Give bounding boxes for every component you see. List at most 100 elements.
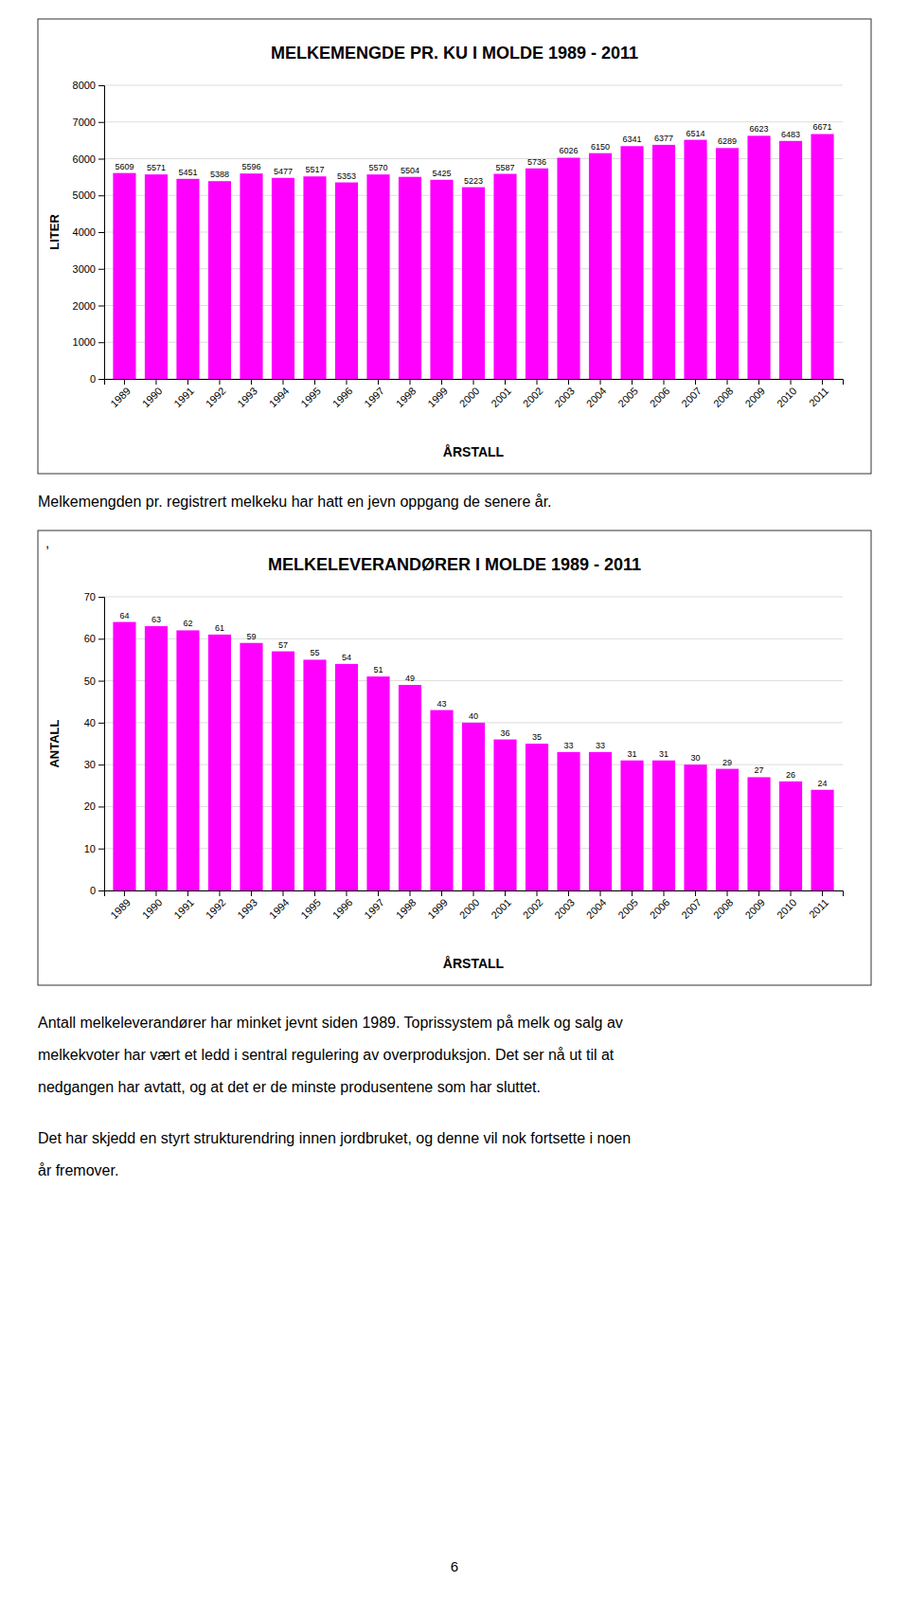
x-tick-mark	[218, 890, 220, 896]
bar	[112, 173, 136, 379]
paragraph-line: melkekvoter har vært et ledd i sentral r…	[37, 1046, 615, 1063]
data-label: 35	[532, 731, 542, 742]
x-tick-label: 1998	[393, 384, 419, 410]
bar	[144, 625, 168, 891]
y-tick: 0	[89, 373, 105, 385]
grid-line	[104, 596, 843, 598]
bar	[239, 642, 263, 891]
y-tick-label: 1000	[72, 336, 96, 348]
x-tick-label: 2002	[520, 384, 546, 410]
x-tick-mark	[600, 890, 602, 896]
x-axis-title: ÅRSTALL	[443, 444, 505, 460]
bar	[176, 629, 199, 891]
x-tick: 2006	[647, 890, 673, 921]
x-tick-mark	[600, 378, 602, 385]
y-tick: 7000	[72, 116, 105, 128]
data-labels: 6463626159575554514943403635333331313029…	[119, 610, 827, 788]
x-tick-mark	[758, 890, 760, 896]
bar	[588, 153, 612, 379]
x-tick: 1989	[107, 378, 133, 410]
x-tick-mark	[218, 378, 220, 385]
x-tick: 1993	[234, 890, 260, 921]
bar	[112, 622, 136, 891]
x-tick: 2002	[520, 890, 546, 921]
x-tick: 1992	[203, 890, 229, 921]
y-tick-mark	[98, 680, 105, 682]
x-tick-label: 1989	[107, 895, 133, 921]
data-label: 59	[246, 631, 256, 642]
x-tick-label: 1996	[330, 384, 356, 410]
x-tick-mark	[695, 890, 696, 896]
x-tick-mark	[631, 378, 633, 385]
bar	[620, 760, 643, 891]
y-tick: 40	[84, 716, 105, 729]
x-tick: 2006	[647, 378, 673, 410]
y-tick-label: 2000	[72, 300, 96, 312]
x-tick-mark	[282, 378, 284, 385]
x-tick: 2008	[711, 378, 736, 410]
data-label: 6150	[590, 142, 610, 152]
bar	[683, 764, 707, 891]
y-axis: 010203040506070	[84, 590, 106, 896]
x-tick: 2009	[742, 378, 767, 410]
y-axis-title: ANTALL	[47, 718, 62, 767]
chart-border	[37, 530, 872, 985]
data-label: 5388	[210, 169, 230, 179]
x-tick-label: 1995	[298, 895, 323, 921]
x-tick: 2000	[457, 890, 482, 921]
x-tick-label: 2007	[678, 384, 704, 410]
x-tick-label: 1993	[234, 384, 260, 410]
y-tick-mark	[98, 638, 105, 640]
x-tick: 1990	[140, 890, 165, 921]
x-tick: 2003	[552, 378, 577, 410]
y-tick-mark	[98, 195, 105, 197]
x-tick-mark	[727, 378, 729, 385]
x-axis-line	[105, 891, 844, 897]
data-label: 5736	[527, 157, 547, 167]
x-tick-mark	[536, 378, 538, 385]
x-tick-label: 2004	[584, 895, 609, 921]
y-tick: 0	[89, 884, 105, 896]
y-tick: 60	[84, 632, 105, 644]
bar	[493, 174, 517, 379]
x-tick: 2001	[488, 890, 514, 921]
y-tick-label: 30	[84, 758, 96, 770]
x-tick: 1993	[234, 378, 260, 410]
y-axis: 010002000300040005000600070008000	[72, 79, 106, 385]
x-tick: 2000	[457, 378, 482, 410]
y-tick: 20	[84, 800, 105, 812]
bar	[303, 176, 326, 379]
x-tick-mark	[409, 890, 410, 896]
x-tick-mark	[663, 378, 665, 385]
x-tick-label: 1997	[361, 895, 387, 921]
data-label: 61	[214, 623, 225, 633]
x-tick-label: 2000	[457, 895, 482, 921]
x-tick-label: 2007	[678, 895, 704, 921]
x-tick-mark	[727, 890, 729, 896]
y-tick: 2000	[72, 300, 105, 312]
x-tick: 2011	[806, 890, 831, 921]
x-tick-label: 2011	[806, 895, 831, 920]
data-label: 57	[278, 640, 288, 650]
x-axis-title: ÅRSTALL	[443, 955, 505, 971]
data-label: 55	[309, 647, 320, 658]
x-tick-label: 2011	[806, 384, 831, 409]
bar	[620, 145, 643, 379]
chart-border	[37, 18, 872, 474]
x-tick-mark	[187, 890, 189, 896]
x-tick: 2009	[742, 890, 767, 921]
data-label: 6514	[686, 128, 706, 139]
y-axis-line	[98, 86, 106, 380]
bar	[366, 174, 390, 379]
data-label: 5570	[368, 162, 388, 173]
bar	[462, 722, 485, 891]
x-tick-label: 1997	[361, 384, 387, 410]
bar	[208, 180, 232, 379]
x-tick-mark	[631, 890, 633, 896]
x-tick-mark	[314, 890, 316, 896]
data-label: 62	[182, 618, 193, 628]
x-tick-label: 2006	[647, 895, 673, 921]
x-tick: 1995	[298, 890, 323, 921]
bar	[493, 739, 517, 891]
y-tick-mark	[98, 122, 105, 124]
